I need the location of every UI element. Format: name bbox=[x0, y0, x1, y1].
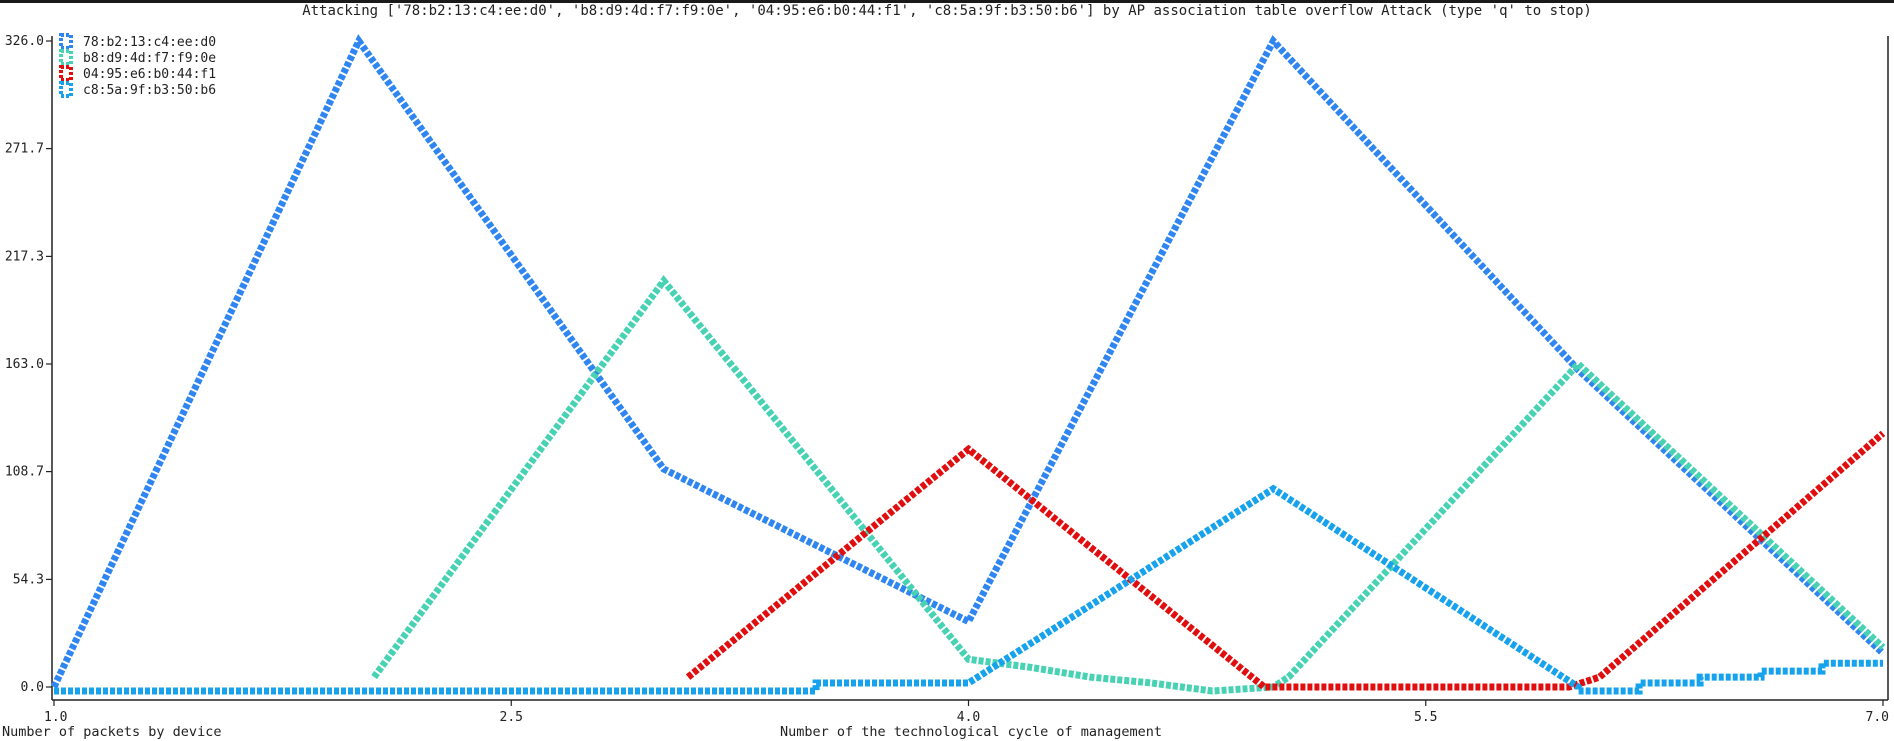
x-tick-label: 7.0 bbox=[1866, 710, 1889, 725]
x-tick-label: 1.0 bbox=[44, 710, 67, 725]
series-line-3 bbox=[685, 430, 1886, 691]
x-axis-label: Number of the technological cycle of man… bbox=[780, 724, 1163, 740]
legend-swatch bbox=[59, 81, 73, 98]
series-line-1 bbox=[50, 34, 1886, 689]
window-top-border bbox=[0, 0, 1894, 3]
legend-label: b8:d9:4d:f7:f9:0e bbox=[83, 51, 216, 66]
y-tick-label: 217.3 bbox=[5, 249, 44, 264]
x-tick-label: 5.5 bbox=[1414, 710, 1437, 725]
chart-title: Attacking ['78:b2:13:c4:ee:d0', 'b8:d9:4… bbox=[302, 3, 1592, 19]
y-axis-label: Number of packets by device bbox=[2, 724, 222, 740]
x-tick-label: 2.5 bbox=[500, 710, 523, 725]
series-line-4 bbox=[54, 484, 1883, 695]
y-tick-label: 54.3 bbox=[13, 572, 44, 587]
y-tick-label: 271.7 bbox=[5, 142, 44, 157]
legend-label: c8:5a:9f:b3:50:b6 bbox=[83, 83, 216, 98]
series-line-2 bbox=[371, 275, 1886, 695]
x-tick-label: 4.0 bbox=[957, 710, 980, 725]
y-tick-label: 108.7 bbox=[5, 465, 44, 480]
y-tick-label: 0.0 bbox=[21, 680, 44, 695]
legend-swatch bbox=[59, 33, 73, 50]
legend-label: 78:b2:13:c4:ee:d0 bbox=[83, 35, 216, 50]
legend-label: 04:95:e6:b0:44:f1 bbox=[83, 67, 216, 82]
y-tick-label: 326.0 bbox=[5, 34, 44, 49]
y-tick-label: 163.0 bbox=[5, 357, 44, 372]
legend-swatch bbox=[59, 49, 73, 66]
legend-swatch bbox=[59, 65, 73, 82]
